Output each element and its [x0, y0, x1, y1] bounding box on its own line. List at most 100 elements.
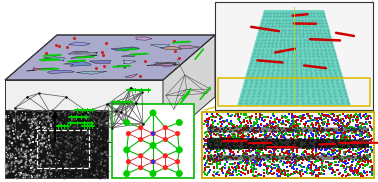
Point	[270, 158, 276, 161]
Point	[332, 155, 338, 158]
Point	[329, 151, 335, 153]
Point	[301, 144, 307, 147]
Point	[243, 152, 249, 155]
Point	[334, 154, 340, 157]
Point	[331, 122, 337, 125]
Point	[330, 138, 336, 141]
Point	[308, 166, 314, 169]
Point	[315, 159, 321, 162]
Point	[321, 129, 327, 132]
Point	[347, 169, 353, 172]
Point	[325, 119, 331, 122]
Point	[277, 171, 283, 173]
Point	[270, 129, 276, 132]
Point	[321, 154, 327, 157]
Point	[229, 127, 235, 130]
Point	[358, 173, 364, 176]
Point	[235, 131, 242, 134]
Point	[251, 145, 257, 147]
Point	[262, 148, 268, 151]
Point	[296, 164, 302, 167]
Point	[218, 156, 225, 159]
Point	[261, 120, 267, 122]
Point	[218, 135, 224, 138]
Point	[228, 122, 234, 125]
Point	[304, 167, 310, 169]
Point	[318, 159, 324, 162]
Point	[313, 174, 319, 177]
Point	[337, 159, 343, 161]
Polygon shape	[5, 110, 108, 178]
Point	[273, 139, 279, 142]
Point	[290, 120, 296, 123]
Point	[244, 125, 250, 128]
Point	[271, 126, 277, 128]
Point	[324, 114, 330, 117]
Point	[269, 162, 275, 165]
Point	[295, 160, 301, 163]
Point	[244, 142, 250, 145]
Point	[316, 169, 322, 171]
Point	[288, 130, 294, 133]
Point	[255, 117, 261, 120]
Point	[220, 143, 226, 145]
Point	[332, 149, 338, 152]
Point	[284, 120, 290, 122]
Point	[314, 140, 321, 143]
Point	[246, 146, 252, 149]
Point	[316, 147, 322, 150]
Point	[287, 143, 293, 145]
Point	[230, 173, 236, 176]
Point	[216, 134, 222, 136]
Point	[265, 126, 271, 129]
Point	[294, 170, 300, 173]
Point	[308, 168, 314, 171]
Point	[289, 145, 295, 147]
Point	[322, 154, 328, 157]
Point	[269, 124, 275, 127]
Point	[285, 121, 291, 124]
Point	[274, 136, 280, 139]
Point	[342, 130, 348, 133]
Point	[214, 155, 220, 158]
Point	[275, 133, 281, 136]
Point	[229, 165, 235, 168]
Point	[245, 126, 251, 128]
Point	[308, 147, 314, 150]
Point	[237, 139, 243, 142]
Point	[313, 146, 319, 149]
Point	[368, 126, 374, 129]
Point	[306, 115, 312, 118]
Point	[344, 141, 350, 144]
Point	[201, 138, 207, 141]
Point	[314, 145, 320, 147]
Point	[217, 115, 223, 118]
Circle shape	[151, 131, 155, 136]
Point	[262, 154, 268, 157]
Point	[325, 167, 332, 170]
Point	[209, 116, 215, 118]
Point	[217, 120, 223, 123]
Point	[277, 167, 283, 170]
Point	[293, 115, 299, 118]
Circle shape	[151, 160, 155, 163]
Point	[271, 142, 277, 145]
Point	[313, 147, 319, 150]
Point	[277, 152, 283, 155]
Point	[276, 167, 282, 169]
Point	[315, 137, 321, 140]
Point	[347, 167, 353, 170]
Point	[226, 131, 232, 134]
Point	[254, 130, 260, 133]
Point	[294, 153, 300, 156]
Point	[331, 115, 337, 118]
Point	[240, 146, 246, 149]
Point	[336, 153, 342, 156]
Point	[218, 139, 224, 142]
Point	[321, 144, 327, 147]
Point	[240, 169, 246, 172]
Point	[261, 175, 267, 177]
Point	[360, 114, 366, 117]
Point	[221, 121, 227, 124]
Point	[228, 142, 234, 145]
